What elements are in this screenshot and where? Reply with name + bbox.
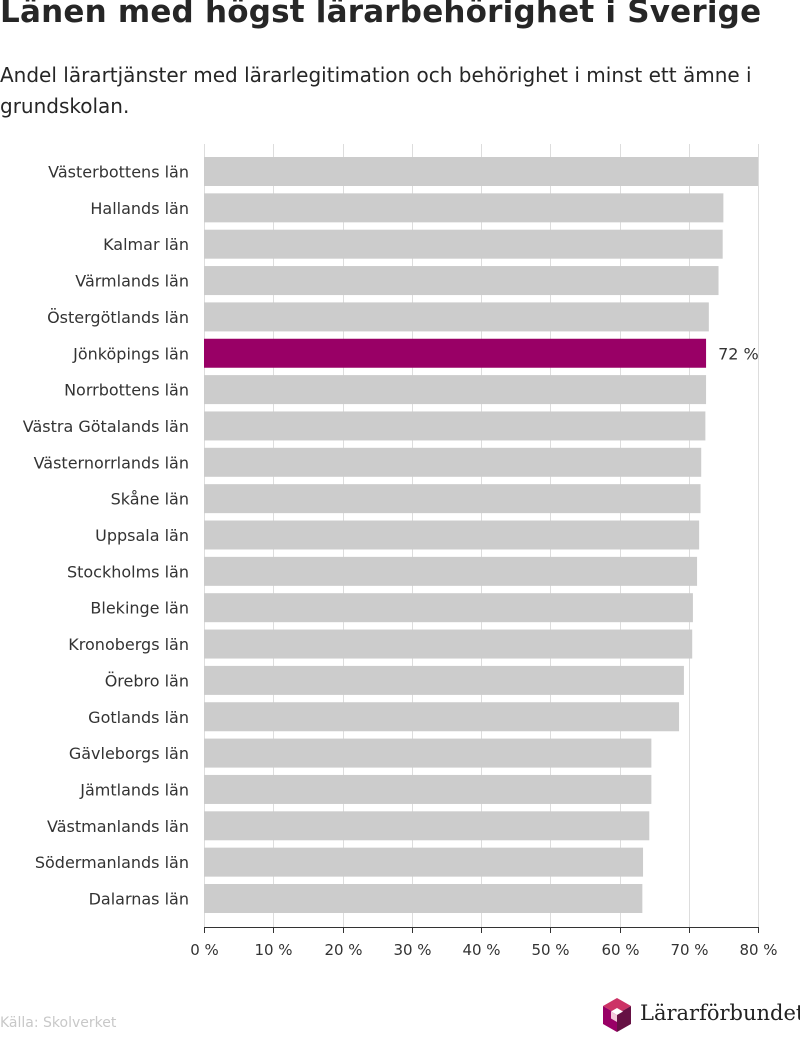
- bar: [204, 484, 701, 514]
- bar: [204, 411, 706, 441]
- category-label: Gotlands län: [88, 708, 189, 727]
- category-label: Uppsala län: [95, 526, 189, 545]
- category-label: Norrbottens län: [64, 381, 189, 400]
- bar: [204, 629, 693, 659]
- x-tick-label: 10 %: [254, 941, 292, 959]
- category-label: Västerbottens län: [48, 163, 189, 182]
- bar: [204, 157, 758, 186]
- hexagon-logo-icon: [603, 998, 631, 1032]
- data-label: 72 %: [718, 344, 759, 363]
- x-tick-label: 0 %: [190, 941, 219, 959]
- bar: [204, 447, 702, 477]
- x-tick-label: 80 %: [739, 941, 777, 959]
- bar: [204, 811, 650, 841]
- bar: [204, 738, 652, 768]
- chart-title: Länen med högst lärarbehörighet i Sverig…: [0, 0, 762, 30]
- category-label: Östergötlands län: [47, 308, 189, 327]
- category-label: Södermanlands län: [35, 853, 189, 872]
- bar: [204, 266, 719, 296]
- x-tick-label: 60 %: [601, 941, 639, 959]
- x-tick-label: 40 %: [462, 941, 500, 959]
- bar: [204, 556, 698, 586]
- category-label: Dalarnas län: [89, 890, 189, 909]
- bar: [204, 847, 644, 877]
- bar: [204, 338, 707, 368]
- category-label: Jämtlands län: [79, 780, 189, 799]
- category-label: Västra Götalands län: [23, 417, 189, 436]
- category-label: Hallands län: [90, 199, 189, 218]
- bar: [204, 229, 723, 259]
- x-axis: 0 % 10 % 20 % 30 % 40 % 50 % 60 % 70 % 80 %: [190, 927, 778, 959]
- chart-subtitle: Andel lärartjänster med lärarlegitimatio…: [0, 63, 752, 118]
- bar: [204, 193, 724, 223]
- bar: [204, 774, 652, 804]
- x-tick-label: 50 %: [531, 941, 569, 959]
- bar: [204, 702, 680, 732]
- category-label: Värmlands län: [75, 272, 189, 291]
- x-tick-label: 70 %: [670, 941, 708, 959]
- bar: [204, 884, 643, 913]
- source-note: Källa: Skolverket: [0, 1015, 117, 1031]
- x-tick-label: 20 %: [324, 941, 362, 959]
- bar: [204, 302, 709, 332]
- bar: [204, 593, 693, 623]
- category-label: Stockholms län: [67, 562, 189, 581]
- category-label: Gävleborgs län: [69, 744, 189, 763]
- logo-text: Lärarförbundet: [640, 1001, 800, 1025]
- bar: [204, 375, 707, 405]
- bar-chart: 72 % Västerbottens län Hallands län Kalmar…: [23, 144, 778, 959]
- category-label: Blekinge län: [90, 599, 189, 618]
- category-label: Kalmar län: [103, 235, 189, 254]
- category-label: Örebro län: [105, 671, 189, 690]
- bar: [204, 665, 684, 695]
- x-tick-label: 30 %: [393, 941, 431, 959]
- bar: [204, 520, 700, 550]
- category-labels: Västerbottens län Hallands län Kalmar län V…: [23, 163, 189, 909]
- category-label: Jönköpings län: [72, 344, 189, 363]
- bars: 72 %: [204, 157, 759, 913]
- category-label: Kronobergs län: [68, 635, 189, 654]
- category-label: Skåne län: [111, 490, 189, 509]
- lararforbundet-logo: Lärarförbundet: [600, 996, 800, 1034]
- category-label: Västernorrlands län: [34, 453, 189, 472]
- category-label: Västmanlands län: [47, 817, 189, 836]
